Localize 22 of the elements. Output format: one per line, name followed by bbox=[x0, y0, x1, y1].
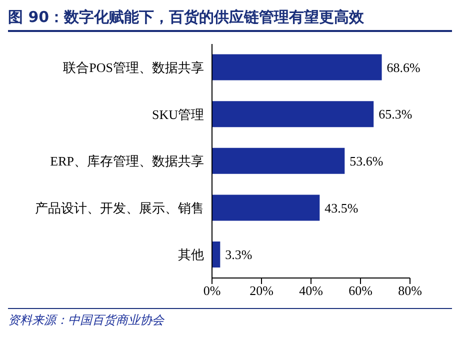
data-label: 3.3% bbox=[225, 247, 252, 262]
data-label: 43.5% bbox=[324, 200, 358, 216]
y-tick-label: SKU管理 bbox=[152, 106, 204, 122]
x-tick-label: 80% bbox=[398, 283, 422, 298]
data-label: 65.3% bbox=[378, 106, 412, 122]
text: 资料来源：中国百货商业协会 bbox=[8, 308, 452, 329]
x-tick-label: 40% bbox=[299, 283, 324, 298]
bar bbox=[212, 194, 320, 221]
x-tick-label: 20% bbox=[250, 283, 274, 298]
bar bbox=[212, 241, 220, 268]
data-label: 68.6% bbox=[386, 60, 421, 75]
data-label: 53.6% bbox=[350, 154, 384, 169]
bar bbox=[212, 101, 374, 128]
x-tick-label: 0% bbox=[203, 283, 221, 298]
x-tick-label: 60% bbox=[348, 283, 373, 298]
y-tick-label: 产品设计、开发、展示、销售 bbox=[35, 200, 204, 216]
y-tick-label: ERP、库存管理、数据共享 bbox=[50, 154, 204, 169]
y-tick-label: 其他 bbox=[178, 247, 204, 262]
bar bbox=[212, 54, 382, 80]
chart-title: 图 90：数字化赋能下，百货的供应链管理有望更高效 bbox=[8, 8, 452, 32]
bar bbox=[212, 148, 345, 174]
y-tick-label: 联合POS管理、数据共享 bbox=[63, 60, 204, 76]
